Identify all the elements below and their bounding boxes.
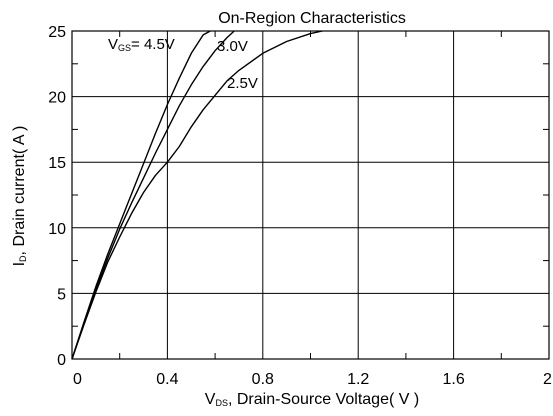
series-label-4-5v-sub: GS [118, 43, 131, 53]
y-tick-labels: 0 5 10 15 20 25 [48, 24, 66, 369]
y-axis-label-main: I [11, 262, 28, 266]
x-tick-labels: 0 0.4 0.8 1.2 1.6 2 [73, 371, 552, 388]
series-group [71, 30, 323, 360]
y-axis-label-rest: , Drain current( A ) [11, 126, 28, 256]
y-axis-label: ID, Drain current( A ) [11, 126, 28, 267]
y-tick-label-2: 10 [48, 221, 66, 238]
x-axis-label: VDS, Drain-Source Voltage( V ) [205, 391, 419, 408]
y-tick-label-4: 20 [48, 90, 66, 107]
y-tick-label-1: 5 [57, 286, 66, 303]
y-tick-label-5: 25 [48, 24, 66, 41]
series-line-2 [71, 30, 323, 360]
series-label-2-5v: 2.5V [227, 75, 258, 92]
chart-title: On-Region Characteristics [218, 10, 406, 27]
x-tick-label-2: 0.8 [252, 371, 274, 388]
x-tick-label-1: 0.4 [156, 371, 178, 388]
minor-ticks [72, 31, 549, 359]
x-tick-label-3: 1.2 [347, 371, 369, 388]
y-axis-label-sub: D [18, 255, 28, 262]
x-tick-label-5: 2 [543, 371, 552, 388]
series-label-3-0v: 3.0V [217, 38, 248, 55]
series-label-4-5v-rest: = 4.5V [131, 36, 175, 53]
plot-frame [71, 30, 550, 360]
series-line-0 [71, 30, 211, 360]
x-axis-label-sub: DS [215, 398, 228, 408]
series-label-4-5v: VGS= 4.5V [108, 36, 175, 53]
grid-lines [72, 31, 549, 359]
series-label-4-5v-main: V [108, 36, 118, 53]
x-tick-label-0: 0 [73, 371, 82, 388]
y-tick-label-3: 15 [48, 155, 66, 172]
x-tick-label-4: 1.6 [442, 371, 464, 388]
series-line-1 [71, 30, 235, 360]
y-tick-label-0: 0 [57, 352, 66, 369]
x-axis-label-rest: , Drain-Source Voltage( V ) [228, 391, 419, 408]
x-axis-label-main: V [205, 391, 216, 408]
